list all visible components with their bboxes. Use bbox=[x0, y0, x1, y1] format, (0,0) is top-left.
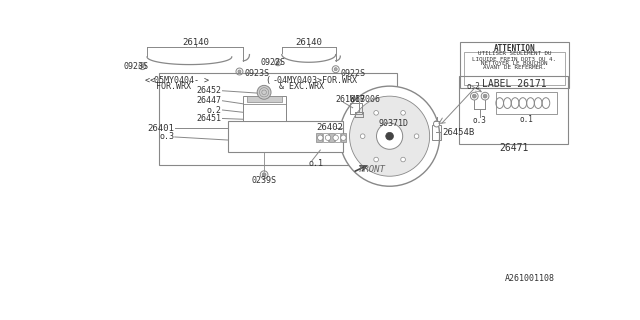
Bar bbox=[159, 73, 397, 165]
Circle shape bbox=[332, 66, 339, 73]
Bar bbox=[459, 76, 568, 144]
Text: o.1: o.1 bbox=[308, 159, 324, 168]
Text: FRONT: FRONT bbox=[359, 165, 386, 174]
Circle shape bbox=[470, 92, 478, 100]
Circle shape bbox=[334, 68, 337, 71]
Circle shape bbox=[401, 157, 405, 162]
Circle shape bbox=[386, 132, 394, 140]
Circle shape bbox=[481, 92, 489, 100]
Text: W17006: W17006 bbox=[349, 95, 380, 104]
Circle shape bbox=[374, 110, 378, 115]
Bar bbox=[323, 133, 328, 142]
Circle shape bbox=[139, 63, 146, 69]
Circle shape bbox=[360, 134, 365, 139]
Circle shape bbox=[340, 86, 440, 186]
Circle shape bbox=[257, 85, 271, 99]
Circle shape bbox=[349, 96, 429, 176]
Text: <05MY0404-: <05MY0404- bbox=[149, 76, 200, 85]
Text: 26401: 26401 bbox=[147, 124, 174, 133]
Text: o.2: o.2 bbox=[207, 106, 221, 115]
Text: -04MY0403>FOR.WRX: -04MY0403>FOR.WRX bbox=[273, 76, 358, 85]
Text: 26447: 26447 bbox=[196, 96, 221, 105]
Text: 26186B: 26186B bbox=[336, 95, 365, 105]
Circle shape bbox=[275, 59, 282, 66]
Circle shape bbox=[340, 135, 346, 140]
Bar bbox=[329, 133, 334, 142]
Circle shape bbox=[414, 134, 419, 139]
Circle shape bbox=[236, 68, 243, 75]
Text: o.3: o.3 bbox=[159, 132, 174, 141]
Bar bbox=[228, 121, 344, 152]
Circle shape bbox=[325, 135, 331, 140]
Bar bbox=[247, 96, 282, 102]
Bar bbox=[349, 103, 362, 114]
Text: 0239S: 0239S bbox=[252, 176, 276, 185]
Text: 26402: 26402 bbox=[316, 123, 343, 132]
Bar bbox=[432, 124, 441, 140]
Bar bbox=[460, 42, 569, 88]
Text: 0922S: 0922S bbox=[260, 58, 285, 67]
Text: (: ( bbox=[265, 76, 270, 85]
Bar bbox=[341, 133, 346, 142]
Text: 26140: 26140 bbox=[295, 38, 322, 47]
Text: 26454B: 26454B bbox=[442, 128, 474, 137]
Circle shape bbox=[238, 70, 241, 73]
Circle shape bbox=[433, 121, 440, 127]
Circle shape bbox=[141, 65, 144, 68]
Text: ATTENTION: ATTENTION bbox=[493, 44, 535, 53]
Text: 0922S: 0922S bbox=[340, 68, 365, 77]
Circle shape bbox=[333, 135, 339, 140]
Text: FOR.WRX: FOR.WRX bbox=[156, 83, 191, 92]
Bar bbox=[463, 52, 565, 84]
Text: >: > bbox=[204, 76, 209, 85]
Text: 26451: 26451 bbox=[196, 114, 221, 123]
Bar bbox=[316, 133, 322, 142]
Bar bbox=[243, 104, 285, 121]
Text: LABEL 26171: LABEL 26171 bbox=[482, 79, 547, 89]
Text: LIQUIDE FREIN DOT3 OU 4.: LIQUIDE FREIN DOT3 OU 4. bbox=[472, 56, 556, 61]
Circle shape bbox=[317, 135, 323, 140]
Circle shape bbox=[483, 94, 487, 98]
Text: 90371D: 90371D bbox=[379, 119, 409, 128]
Text: o.1: o.1 bbox=[520, 115, 534, 124]
Bar bbox=[243, 96, 285, 121]
Circle shape bbox=[472, 94, 476, 98]
Text: 0923S: 0923S bbox=[124, 62, 149, 71]
Bar bbox=[496, 92, 557, 114]
Text: 26140: 26140 bbox=[182, 38, 209, 47]
Text: 26452: 26452 bbox=[196, 86, 221, 95]
Text: o.3: o.3 bbox=[473, 116, 486, 125]
Circle shape bbox=[262, 173, 266, 177]
Circle shape bbox=[376, 123, 403, 149]
Text: 26471: 26471 bbox=[499, 143, 528, 153]
Text: 0923S: 0923S bbox=[244, 69, 269, 78]
Text: o.2: o.2 bbox=[467, 82, 481, 91]
Bar bbox=[335, 133, 340, 142]
Text: & EXC.WRX: & EXC.WRX bbox=[279, 83, 324, 92]
Text: UTILISER SEULEMENT DU: UTILISER SEULEMENT DU bbox=[477, 51, 551, 56]
Circle shape bbox=[374, 157, 378, 162]
Text: A261001108: A261001108 bbox=[504, 274, 554, 283]
Circle shape bbox=[276, 61, 280, 64]
Circle shape bbox=[260, 171, 268, 179]
Circle shape bbox=[401, 110, 405, 115]
Text: AVANT DE REFERMER.: AVANT DE REFERMER. bbox=[483, 65, 546, 70]
Text: <: < bbox=[145, 76, 150, 85]
Text: NETTOYER LE BOUCHON: NETTOYER LE BOUCHON bbox=[481, 60, 548, 66]
